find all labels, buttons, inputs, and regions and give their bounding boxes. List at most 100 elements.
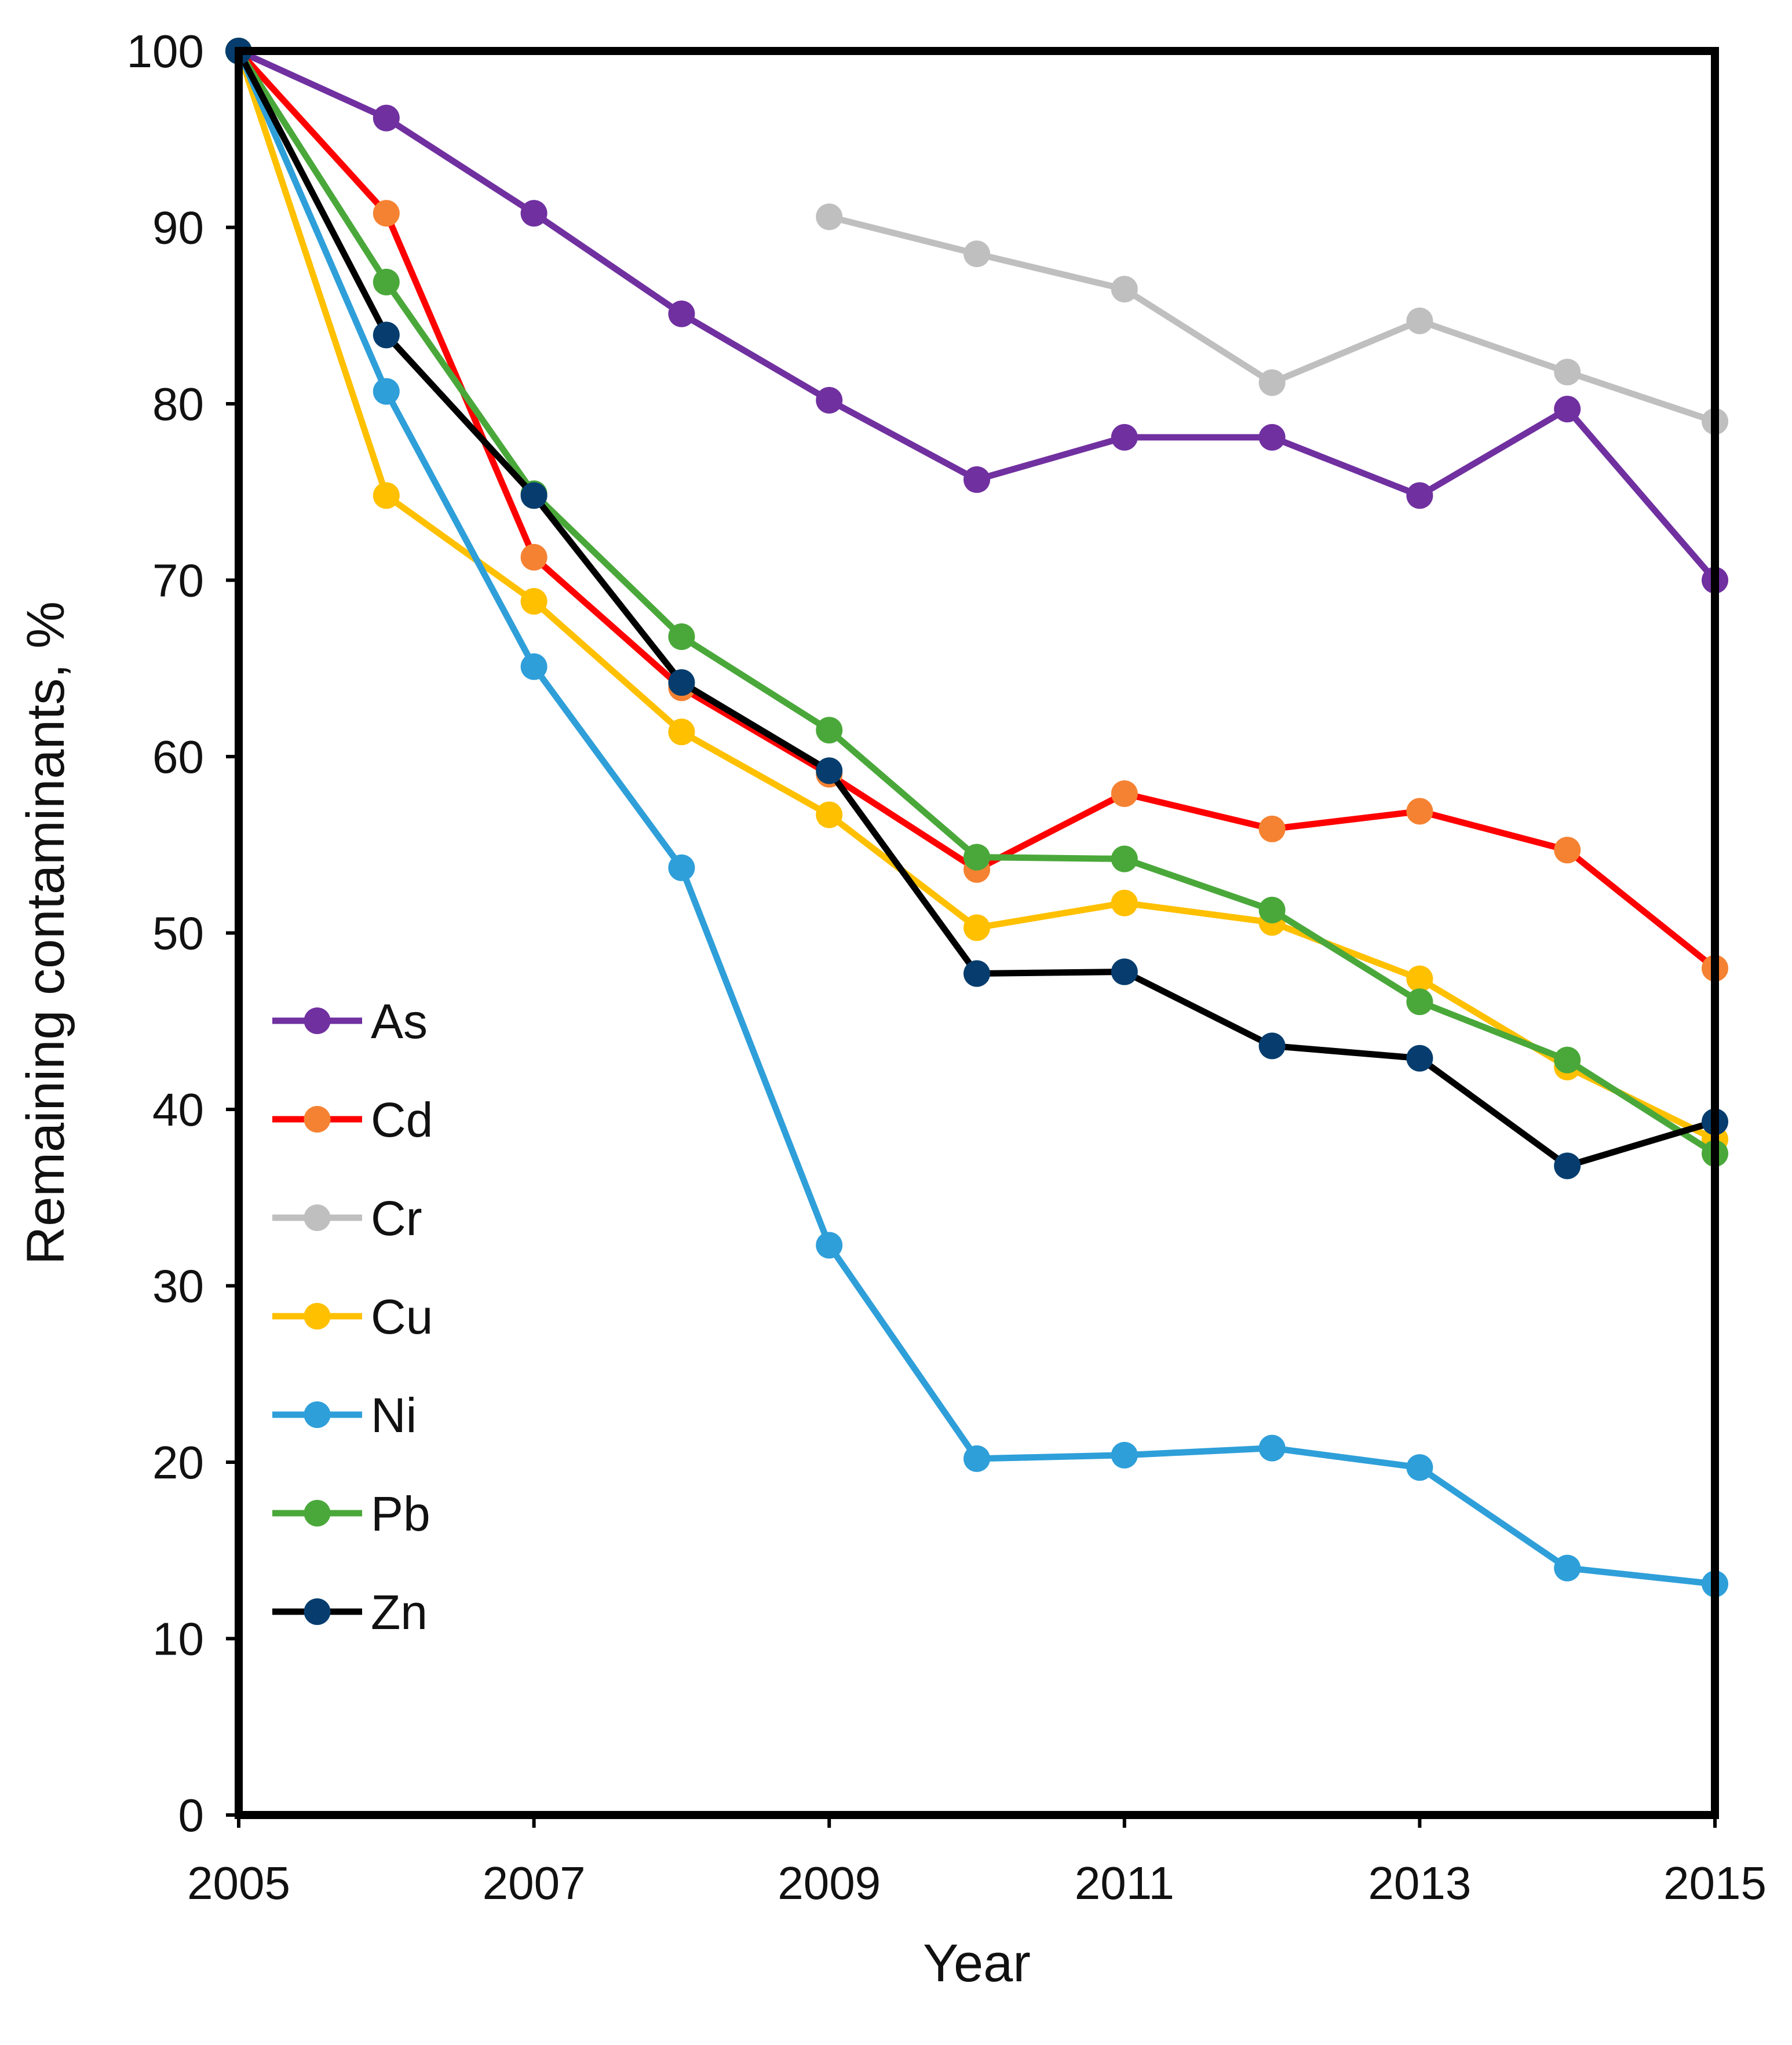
data-point-cu-2010 bbox=[963, 914, 990, 941]
series-line-cd bbox=[236, 49, 1717, 971]
data-point-cr-2013 bbox=[1406, 307, 1433, 334]
data-point-as-2008 bbox=[668, 300, 695, 327]
data-point-as-2014 bbox=[1554, 396, 1581, 423]
data-point-zn-2006 bbox=[373, 322, 400, 349]
data-point-as-2012 bbox=[1258, 423, 1286, 451]
data-point-cd-2006 bbox=[373, 200, 400, 227]
y-tick-label: 10 bbox=[152, 1613, 204, 1665]
y-tick-label: 50 bbox=[152, 908, 204, 959]
data-point-pb-2013 bbox=[1406, 988, 1433, 1016]
legend-label: Cd bbox=[371, 1093, 433, 1147]
data-point-ni-2008 bbox=[668, 854, 695, 881]
data-point-pb-2010 bbox=[963, 843, 990, 871]
y-tick-label: 40 bbox=[152, 1084, 204, 1135]
series-line-pb bbox=[236, 49, 1717, 1156]
legend: As Cd Cr Cu Ni Pb Zn bbox=[272, 994, 433, 1639]
legend-swatch-marker bbox=[304, 1500, 331, 1527]
data-point-ni-2011 bbox=[1111, 1441, 1138, 1469]
series-line-ni bbox=[235, 49, 1716, 1587]
y-tick-label: 30 bbox=[152, 1261, 204, 1312]
data-point-zn-2009 bbox=[816, 757, 843, 784]
data-point-cd-2011 bbox=[1111, 780, 1138, 807]
legend-swatch-marker bbox=[304, 1204, 331, 1231]
data-point-as-2010 bbox=[963, 466, 990, 493]
series-cr bbox=[816, 203, 1728, 435]
y-tick-label: 0 bbox=[178, 1790, 205, 1841]
x-axis-title: Year bbox=[923, 1934, 1031, 1993]
data-point-cd-2012 bbox=[1258, 815, 1286, 842]
legend-entry-pb: Pb bbox=[272, 1487, 430, 1541]
data-point-cu-2008 bbox=[668, 718, 695, 746]
x-tick-label: 2007 bbox=[483, 1857, 586, 1909]
data-point-zn-2012 bbox=[1258, 1032, 1286, 1060]
legend-swatch-marker bbox=[304, 1401, 331, 1428]
x-tick-label: 2011 bbox=[1075, 1857, 1174, 1909]
legend-entry-as: As bbox=[272, 994, 428, 1049]
series-as bbox=[225, 38, 1728, 594]
data-point-cr-2014 bbox=[1554, 359, 1581, 386]
data-point-pb-2008 bbox=[668, 623, 695, 650]
legend-swatch-marker bbox=[304, 1106, 331, 1133]
data-point-cu-2009 bbox=[816, 801, 843, 828]
series-line-as bbox=[237, 48, 1718, 583]
y-tick-label: 80 bbox=[152, 378, 204, 430]
series-pb bbox=[225, 38, 1728, 1167]
data-point-cr-2011 bbox=[1111, 276, 1138, 303]
legend-label: Zn bbox=[371, 1585, 428, 1639]
legend-entry-cd: Cd bbox=[272, 1093, 433, 1147]
data-point-pb-2014 bbox=[1554, 1046, 1581, 1073]
data-point-as-2013 bbox=[1406, 482, 1433, 509]
data-point-zn-2013 bbox=[1406, 1045, 1433, 1072]
legend-label: Cr bbox=[371, 1191, 422, 1246]
data-point-cu-2006 bbox=[373, 482, 400, 509]
legend-label: Pb bbox=[371, 1487, 430, 1541]
data-point-cu-2011 bbox=[1111, 889, 1138, 916]
legend-entry-cr: Cr bbox=[272, 1191, 422, 1246]
data-point-ni-2012 bbox=[1258, 1434, 1286, 1462]
x-tick-label: 2015 bbox=[1663, 1857, 1767, 1909]
y-tick-label: 100 bbox=[127, 25, 204, 77]
data-point-cd-2007 bbox=[520, 543, 548, 571]
data-point-as-2007 bbox=[520, 200, 548, 227]
series-ni bbox=[225, 38, 1728, 1598]
legend-swatch-marker bbox=[304, 1598, 331, 1625]
data-point-cr-2009 bbox=[816, 203, 843, 231]
data-point-ni-2007 bbox=[520, 653, 548, 680]
data-point-pb-2011 bbox=[1111, 845, 1138, 872]
data-point-cr-2012 bbox=[1258, 369, 1286, 396]
series-zn bbox=[225, 38, 1728, 1179]
legend-entry-zn: Zn bbox=[272, 1585, 428, 1639]
legend-label: Ni bbox=[371, 1388, 417, 1443]
legend-swatch-marker bbox=[304, 1007, 331, 1034]
data-point-cd-2013 bbox=[1406, 798, 1433, 825]
data-point-as-2009 bbox=[816, 386, 843, 414]
y-axis-title: Remaining contaminants, % bbox=[16, 601, 75, 1265]
data-point-ni-2010 bbox=[963, 1445, 990, 1472]
data-point-zn-2007 bbox=[520, 482, 548, 509]
y-axis-ticks: 0 10 20 30 40 50 60 70 80 90 100 bbox=[127, 25, 239, 1841]
x-axis-ticks: 2005 2007 2009 2011 2013 2015 bbox=[187, 1815, 1767, 1909]
y-tick-label: 90 bbox=[152, 202, 204, 254]
data-point-pb-2006 bbox=[373, 268, 400, 295]
legend-swatch-marker bbox=[304, 1303, 331, 1330]
legend-label: Cu bbox=[371, 1290, 433, 1344]
data-point-cr-2010 bbox=[963, 240, 990, 268]
data-point-cd-2014 bbox=[1554, 837, 1581, 864]
plot-area-frame bbox=[235, 47, 1719, 1819]
legend-entry-cu: Cu bbox=[272, 1290, 433, 1344]
data-point-zn-2010 bbox=[963, 960, 990, 987]
data-point-zn-2008 bbox=[668, 669, 695, 696]
data-point-as-2011 bbox=[1111, 423, 1138, 451]
legend-label: As bbox=[371, 994, 428, 1049]
data-point-pb-2012 bbox=[1258, 896, 1286, 923]
data-point-as-2006 bbox=[373, 104, 400, 132]
data-point-pb-2009 bbox=[816, 717, 843, 744]
data-point-cu-2013 bbox=[1406, 965, 1433, 992]
x-tick-label: 2013 bbox=[1368, 1857, 1471, 1909]
y-tick-label: 70 bbox=[152, 555, 204, 607]
legend-entry-ni: Ni bbox=[272, 1388, 417, 1443]
data-point-ni-2006 bbox=[373, 378, 400, 405]
x-tick-label: 2005 bbox=[187, 1857, 290, 1909]
data-point-ni-2013 bbox=[1406, 1454, 1433, 1481]
